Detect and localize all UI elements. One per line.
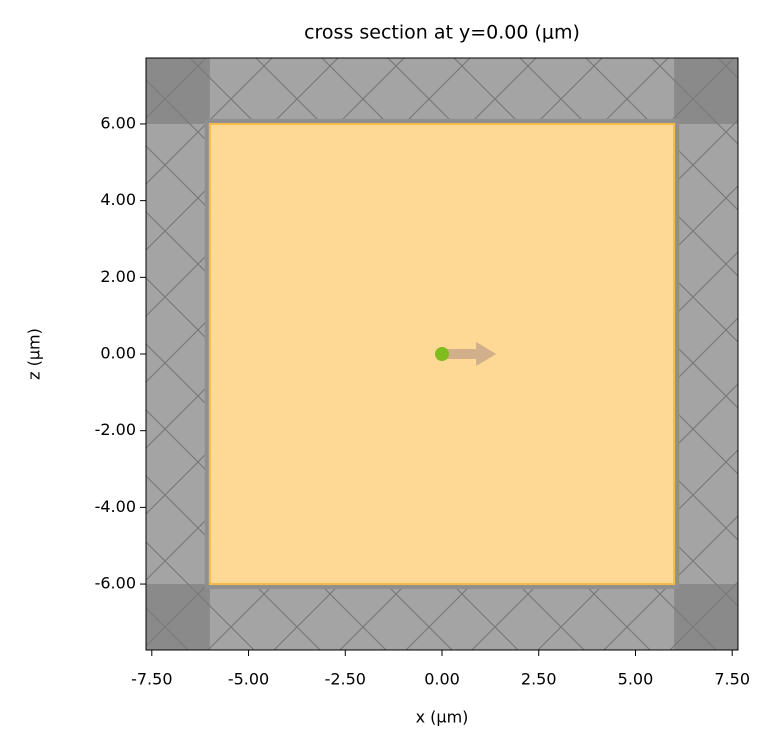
source-arrow [442, 342, 497, 366]
y-tick-label: -6.00 [95, 574, 136, 593]
y-tick-label: 2.00 [100, 267, 136, 286]
x-tick-label: 2.50 [521, 670, 557, 689]
x-tick-label: 0.00 [424, 670, 460, 689]
x-tick-label: -7.50 [131, 670, 172, 689]
y-axis-label: z (μm) [25, 328, 44, 380]
x-axis-label: x (μm) [416, 708, 469, 727]
y-tick-label: 0.00 [100, 344, 136, 363]
x-tick-label: 7.50 [714, 670, 750, 689]
structure-outline [204, 118, 680, 590]
chart-title: cross section at y=0.00 (μm) [304, 22, 580, 44]
y-tick-label: 4.00 [100, 190, 136, 209]
y-tick-label: -2.00 [95, 420, 136, 439]
x-tick-label: -5.00 [228, 670, 269, 689]
x-tick-label: 5.00 [618, 670, 654, 689]
plot-area [146, 58, 738, 650]
y-tick-label: 6.00 [100, 113, 136, 132]
y-tick-label: -4.00 [95, 497, 136, 516]
x-tick-label: -2.50 [325, 670, 366, 689]
source-point [435, 347, 449, 361]
